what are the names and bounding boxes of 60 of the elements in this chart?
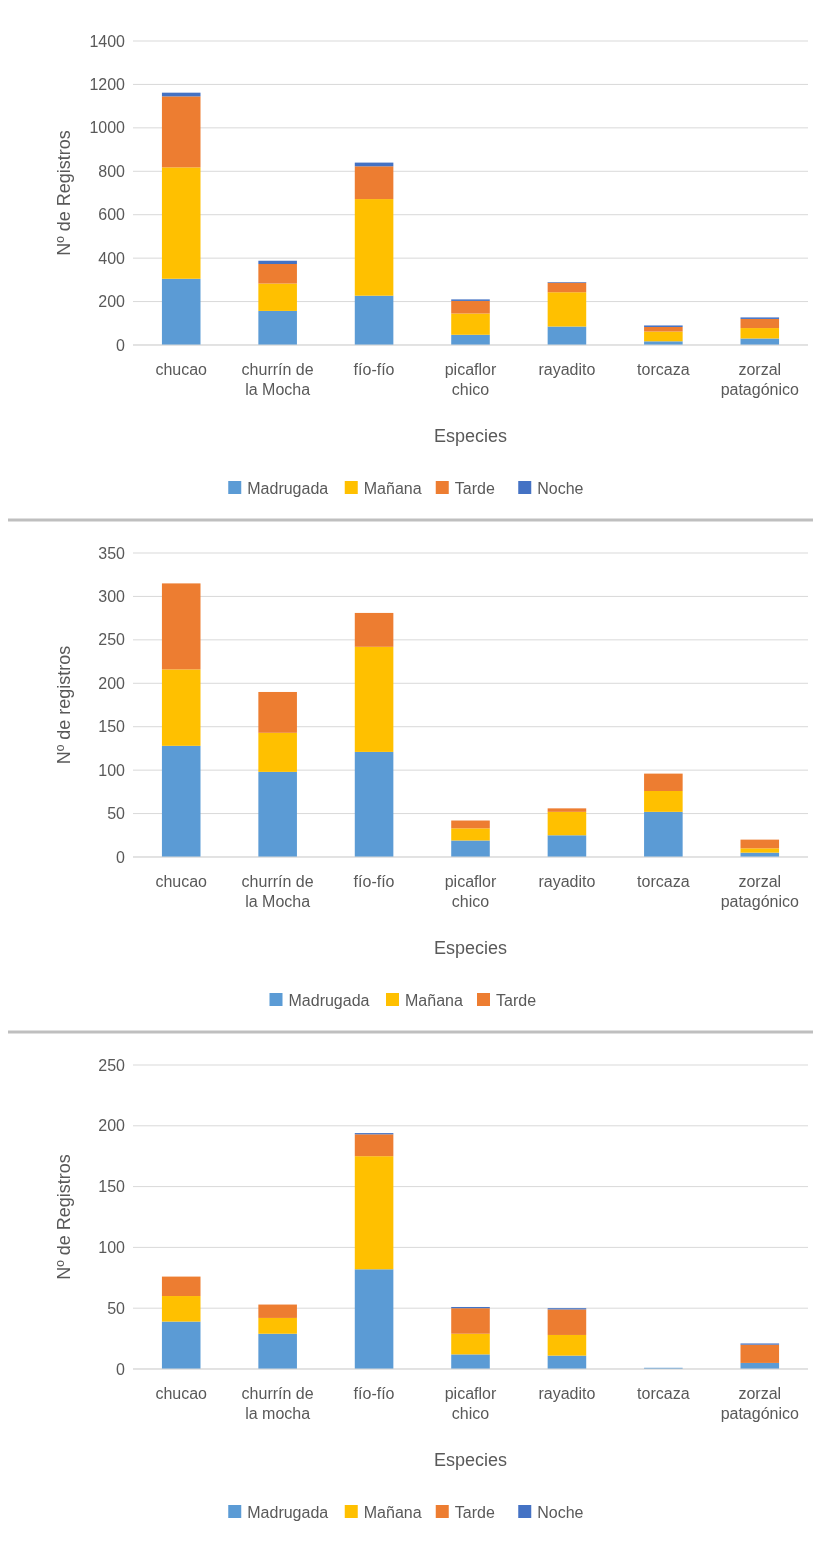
x-tick-label: rayadito: [538, 361, 596, 378]
y-tick-label: 150: [98, 1178, 126, 1196]
y-tick-label: 50: [107, 805, 126, 823]
y-tick-label: 250: [98, 1056, 126, 1074]
x-axis-title: Especies: [433, 938, 508, 958]
legend-label: Tarde: [454, 1503, 495, 1521]
legend-label: Noche: [537, 479, 584, 497]
x-tick-label: chucao: [155, 361, 208, 378]
legend-label: Mañana: [363, 1503, 422, 1521]
x-axis-title: Especies: [433, 426, 508, 446]
y-tick-label: 350: [98, 544, 126, 562]
legend-label: Madrugada: [247, 1503, 329, 1521]
y-tick-label: 400: [98, 249, 126, 267]
legend-label: Noche: [537, 1503, 584, 1521]
legend-label: Tarde: [496, 991, 537, 1009]
x-tick-label: fío-fío: [353, 361, 395, 378]
y-tick-label: 0: [116, 1360, 126, 1378]
x-tick-label: torcaza: [637, 1385, 690, 1402]
y-tick-label: 800: [98, 162, 126, 180]
x-tick-label: churrín de la mocha: [241, 1385, 314, 1422]
y-tick-label: 200: [98, 293, 126, 311]
x-tick-label: rayadito: [538, 1385, 596, 1402]
legend-label: Tarde: [454, 479, 495, 497]
y-tick-label: 100: [98, 761, 126, 779]
y-axis-title: Nº de Registros: [54, 1154, 74, 1280]
y-tick-label: 1000: [89, 119, 126, 137]
x-tick-label: fío-fío: [353, 1385, 395, 1402]
y-tick-label: 300: [98, 588, 126, 606]
y-tick-label: 0: [116, 336, 126, 354]
y-tick-label: 0: [116, 848, 126, 866]
x-tick-label: chucao: [155, 873, 208, 890]
y-tick-label: 100: [98, 1239, 126, 1256]
x-tick-label: torcaza: [637, 361, 690, 378]
x-tick-label: churrín de la Mocha: [241, 361, 314, 398]
y-tick-label: 200: [98, 674, 126, 692]
y-tick-label: 200: [98, 1117, 126, 1135]
x-tick-label: fío-fío: [353, 873, 395, 890]
legend-label: Madrugada: [288, 991, 370, 1009]
legend-label: Madrugada: [247, 479, 329, 497]
y-tick-label: 250: [98, 631, 126, 649]
x-tick-label: zorzal patagónico: [720, 873, 800, 910]
x-tick-label: torcaza: [637, 873, 690, 890]
y-axis-title: Nº de Registros: [54, 130, 74, 256]
x-tick-label: picaflor chico: [444, 873, 497, 910]
x-tick-label: picaflor chico: [444, 361, 497, 398]
x-tick-label: chucao: [155, 1385, 208, 1402]
x-tick-label: churrín de la Mocha: [241, 873, 314, 910]
x-tick-label: picaflor chico: [444, 1385, 497, 1422]
y-tick-label: 1400: [89, 32, 126, 50]
x-tick-label: zorzal patagónico: [720, 361, 800, 398]
y-axis-title: Nº de registros: [54, 645, 74, 765]
y-tick-label: 150: [98, 718, 126, 736]
x-axis-title: Especies: [433, 1450, 508, 1470]
y-tick-label: 50: [107, 1299, 126, 1317]
legend-label: Mañana: [405, 991, 463, 1009]
legend-label: Mañana: [363, 479, 422, 497]
y-tick-label: 600: [98, 206, 126, 224]
y-tick-label: 1200: [89, 76, 126, 94]
x-tick-label: rayadito: [538, 873, 596, 890]
x-tick-label: zorzal patagónico: [720, 1385, 800, 1422]
